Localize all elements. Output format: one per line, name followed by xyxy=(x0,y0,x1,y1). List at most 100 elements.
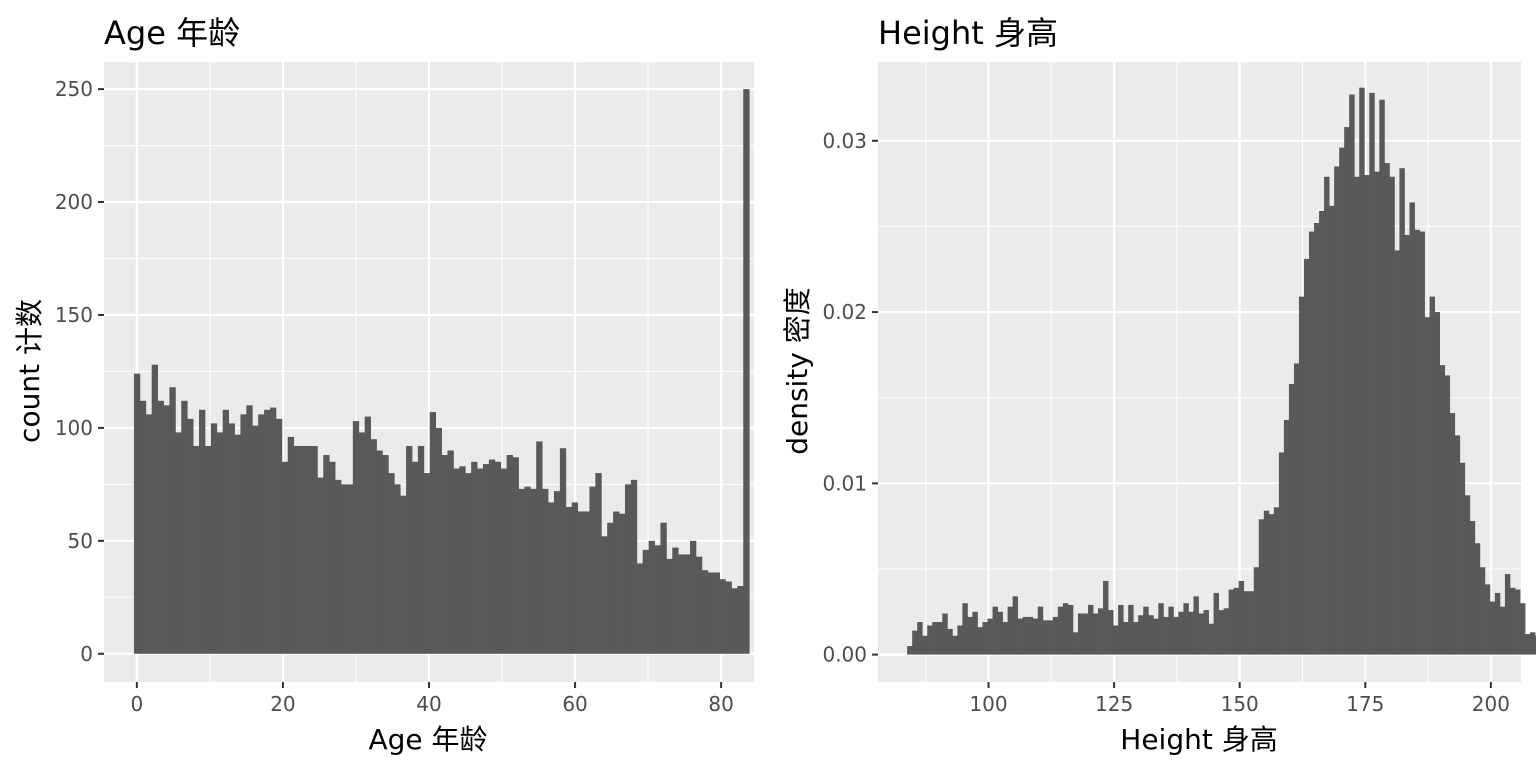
height-histogram-bar xyxy=(1449,413,1456,655)
height-histogram-bar xyxy=(1077,613,1084,655)
height-histogram-bar xyxy=(957,625,963,655)
age-histogram-bar xyxy=(666,558,673,654)
height-histogram-bar xyxy=(1329,205,1335,655)
height-x-tick-label: 175 xyxy=(1346,692,1384,716)
age-histogram-bar xyxy=(281,461,289,654)
height-histogram-bar xyxy=(1414,229,1420,655)
height-histogram-bar xyxy=(967,616,973,655)
age-histogram-bar xyxy=(364,416,371,654)
height-histogram-bar xyxy=(997,611,1003,655)
age-histogram-bar xyxy=(471,461,478,654)
height-histogram-bar xyxy=(1163,616,1169,655)
height-histogram-bar xyxy=(1319,211,1325,655)
age-histogram-bar xyxy=(465,473,472,654)
age-histogram-bar xyxy=(311,445,318,654)
age-histogram-bar xyxy=(335,479,342,654)
height-histogram-bar xyxy=(1499,606,1506,655)
age-histogram-bar xyxy=(695,556,703,654)
height-histogram-bar xyxy=(1369,92,1375,655)
age-histogram-bar xyxy=(234,434,241,654)
age-histogram-bar xyxy=(678,554,685,654)
height-histogram-bar xyxy=(1108,610,1114,655)
age-histogram-bar xyxy=(524,486,531,654)
height-histogram-bar xyxy=(1093,613,1099,655)
height-histogram-bar xyxy=(1193,596,1199,655)
height-histogram-bar xyxy=(1228,589,1235,655)
age-chart-title: Age 年龄 xyxy=(104,14,241,52)
height-histogram-bar xyxy=(982,622,988,655)
height-histogram-bar xyxy=(1354,176,1360,655)
age-histogram-plot: 0 20 40 60 80 0 50 100 150 200 250 xyxy=(55,62,754,716)
height-histogram-bar xyxy=(1464,495,1471,655)
height-histogram-bar xyxy=(952,635,958,655)
age-histogram-bar xyxy=(199,409,206,654)
age-histogram-bar xyxy=(222,409,229,654)
age-histogram-bar xyxy=(275,418,283,654)
age-histogram-bar xyxy=(713,572,721,654)
height-histogram-bar xyxy=(1389,176,1395,655)
age-y-tick-label: 150 xyxy=(55,303,93,327)
age-histogram-bar xyxy=(477,468,484,654)
height-histogram-bar xyxy=(1394,250,1400,655)
age-histogram-bar xyxy=(394,484,401,654)
age-x-tick-label: 20 xyxy=(270,692,295,716)
height-histogram-bar xyxy=(1474,543,1481,655)
height-y-tick-label: 0.01 xyxy=(822,471,867,495)
age-histogram-panel: Age 年龄 Age 年龄 count 计数 0 20 40 60 80 0 50 100 15… xyxy=(13,14,754,756)
height-histogram-bar xyxy=(1143,606,1149,655)
height-histogram-bar xyxy=(1489,601,1496,655)
age-histogram-bar xyxy=(530,488,537,654)
age-histogram-bar xyxy=(228,423,235,654)
height-histogram-bar xyxy=(1509,587,1516,655)
height-histogram-bar xyxy=(1027,616,1034,655)
height-histogram-bar xyxy=(1057,606,1064,655)
age-histogram-bar xyxy=(429,412,437,654)
age-histogram-bar xyxy=(370,439,377,654)
height-histogram-bar xyxy=(1303,258,1310,655)
age-histogram-bar xyxy=(317,477,324,654)
height-histogram-bar xyxy=(1494,592,1501,655)
age-x-tick-label: 0 xyxy=(130,692,143,716)
height-histogram-bar xyxy=(1258,519,1265,655)
age-histogram-bar xyxy=(299,445,306,654)
height-x-tick-label: 150 xyxy=(1221,692,1259,716)
age-histogram-bar xyxy=(595,473,602,654)
age-histogram-bar xyxy=(571,502,579,654)
height-histogram-bar xyxy=(1283,419,1290,655)
height-histogram-bar xyxy=(1233,587,1240,655)
height-histogram-bar xyxy=(1118,604,1124,655)
age-histogram-bar xyxy=(169,387,176,654)
height-histogram-bar xyxy=(1208,623,1214,655)
height-histogram-bar xyxy=(1439,365,1446,655)
age-histogram-bar xyxy=(601,536,608,654)
height-histogram-bar xyxy=(1314,222,1320,655)
height-histogram-bar xyxy=(937,622,943,655)
age-histogram-bar xyxy=(577,511,584,654)
age-histogram-bar xyxy=(270,407,277,654)
height-histogram-bar xyxy=(1042,620,1049,655)
height-histogram-bar xyxy=(1334,166,1340,655)
age-y-tick-label: 0 xyxy=(80,642,93,666)
age-histogram-bar xyxy=(482,464,490,654)
age-histogram-bar xyxy=(139,400,147,654)
height-histogram-plot: 100 125 150 175 200 0.00 0.01 0.02 0.03 xyxy=(822,62,1536,716)
age-histogram-bar xyxy=(725,581,732,654)
age-histogram-bar xyxy=(488,459,496,654)
height-histogram-bar xyxy=(1248,591,1255,655)
height-histogram-bar xyxy=(1012,596,1019,655)
age-histogram-bar xyxy=(701,570,709,654)
height-histogram-bar xyxy=(1198,613,1204,655)
age-histogram-bar xyxy=(305,445,312,654)
age-histogram-bar xyxy=(252,425,259,654)
age-histogram-bar xyxy=(346,484,354,654)
age-histogram-bar xyxy=(193,445,200,654)
age-histogram-bar xyxy=(459,466,466,654)
age-histogram-bar xyxy=(743,89,750,654)
height-histogram-bar xyxy=(1007,606,1014,655)
height-x-tick-label: 125 xyxy=(1095,692,1133,716)
age-histogram-bar xyxy=(388,473,395,654)
age-histogram-bar xyxy=(636,563,644,654)
height-histogram-bar xyxy=(992,606,998,655)
height-histogram-bar xyxy=(1459,462,1466,655)
height-histogram-bar xyxy=(927,625,933,655)
